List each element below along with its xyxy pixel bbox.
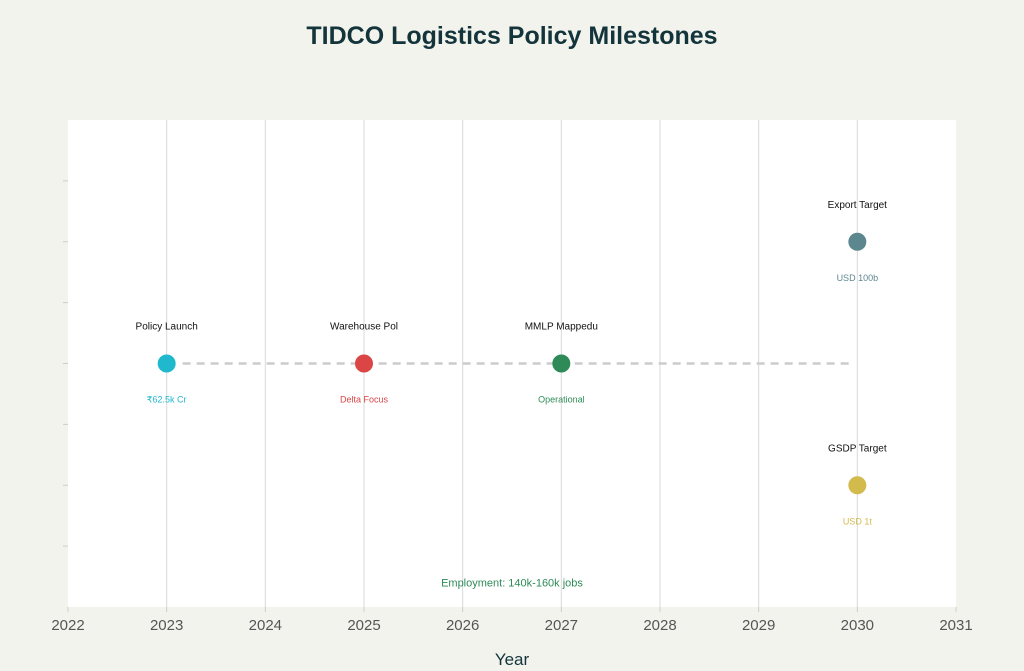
milestone-events: Policy Launch ₹62.5k Cr Warehouse Pol Delta… bbox=[136, 200, 888, 527]
x-tick-label: 2027 bbox=[545, 617, 578, 634]
milestone-sublabel: ₹62.5k Cr bbox=[147, 395, 187, 405]
milestone-label: GSDP Target bbox=[828, 443, 887, 454]
x-tick-label: 2026 bbox=[446, 617, 479, 634]
milestone-marker bbox=[157, 354, 176, 373]
milestone-label: Warehouse Pol bbox=[330, 322, 398, 333]
x-tick-label: 2025 bbox=[347, 617, 380, 634]
annotations: Employment: 140k-160k jobs bbox=[441, 578, 583, 590]
milestone-marker bbox=[355, 354, 373, 373]
milestone-group: GSDP Target USD 1t bbox=[828, 443, 887, 526]
x-tick-label: 2029 bbox=[742, 617, 775, 634]
milestone-group: Export Target USD 100b bbox=[828, 200, 888, 283]
milestone-sublabel: USD 100b bbox=[837, 273, 879, 283]
milestone-sublabel: Operational bbox=[538, 395, 585, 405]
employment-annotation: Employment: 140k-160k jobs bbox=[441, 578, 583, 590]
milestone-marker bbox=[552, 354, 571, 373]
milestone-group: Policy Launch ₹62.5k Cr bbox=[136, 322, 198, 405]
milestone-label: Policy Launch bbox=[136, 322, 198, 333]
x-tick-label: 2031 bbox=[939, 617, 972, 634]
milestone-group: MMLP Mappedu Operational bbox=[525, 322, 598, 405]
milestone-marker bbox=[848, 232, 867, 251]
milestone-label: Export Target bbox=[828, 200, 888, 211]
x-tick-label: 2023 bbox=[150, 617, 183, 634]
x-tick-label: 2028 bbox=[643, 617, 676, 634]
x-axis-ticks: 2022 2023 2024 2025 2026 2027 2028 2029 2030 2031 bbox=[51, 607, 973, 634]
x-tick-label: 2030 bbox=[841, 617, 874, 634]
milestone-sublabel: Delta Focus bbox=[340, 395, 389, 405]
milestone-label: MMLP Mappedu bbox=[525, 322, 598, 333]
chart-title: TIDCO Logistics Policy Milestones bbox=[306, 22, 717, 50]
x-tick-label: 2024 bbox=[249, 617, 282, 634]
milestone-marker bbox=[848, 476, 867, 495]
milestone-group: Warehouse Pol Delta Focus bbox=[330, 322, 398, 405]
milestone-sublabel: USD 1t bbox=[843, 516, 873, 526]
x-tick-label: 2022 bbox=[51, 617, 84, 634]
y-axis-ticks bbox=[63, 180, 68, 547]
x-axis-label: Year bbox=[495, 650, 530, 669]
